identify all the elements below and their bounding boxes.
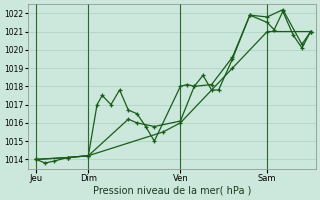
X-axis label: Pression niveau de la mer( hPa ): Pression niveau de la mer( hPa ) [92,186,251,196]
